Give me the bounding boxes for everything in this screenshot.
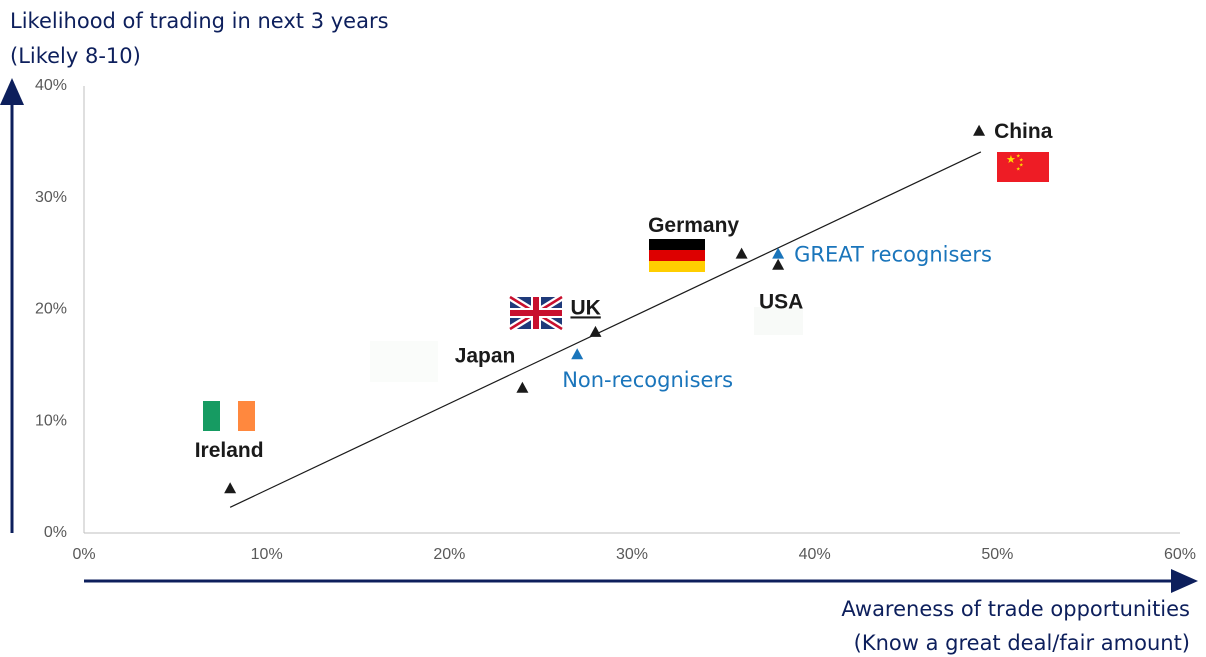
y-tick-label: 0% bbox=[44, 524, 67, 541]
point bbox=[772, 258, 785, 270]
x-tick-label: 60% bbox=[1164, 546, 1196, 563]
point-label: Non-recognisers bbox=[562, 368, 733, 392]
y-axis-title: (Likely 8-10) bbox=[10, 44, 141, 68]
point bbox=[973, 124, 986, 136]
x-tick-label: 40% bbox=[799, 546, 831, 563]
y-tick-label: 10% bbox=[35, 412, 67, 429]
point-label: Japan bbox=[455, 344, 516, 367]
point bbox=[224, 482, 237, 494]
svg-text:★: ★ bbox=[1016, 153, 1021, 159]
svg-text:★: ★ bbox=[1016, 166, 1021, 172]
x-tick-label: 10% bbox=[251, 546, 283, 563]
point-label: GREAT recognisers bbox=[794, 243, 992, 267]
point bbox=[589, 325, 602, 337]
flag-uk bbox=[508, 294, 564, 332]
x-tick-label: 30% bbox=[616, 546, 648, 563]
x-tick-label: 0% bbox=[72, 546, 95, 563]
point-label: USA bbox=[759, 290, 803, 313]
x-tick-label: 20% bbox=[433, 546, 465, 563]
flag-china: ★ ★★ ★★ bbox=[997, 152, 1049, 182]
x-axis-title: (Know a great deal/fair amount) bbox=[854, 631, 1190, 655]
svg-text:★: ★ bbox=[1019, 157, 1024, 163]
svg-text:★: ★ bbox=[1019, 162, 1024, 168]
x-axis-title: Awareness of trade opportunities bbox=[841, 597, 1190, 621]
flag-japan bbox=[370, 341, 438, 382]
point bbox=[735, 247, 748, 259]
point bbox=[772, 247, 785, 259]
point-label: UK bbox=[570, 296, 600, 319]
point-label: Ireland bbox=[195, 439, 264, 462]
flag-ireland bbox=[203, 401, 255, 431]
point-label: Germany bbox=[648, 214, 739, 237]
trendline bbox=[229, 151, 982, 508]
y-axis-title: Likelihood of trading in next 3 years bbox=[10, 9, 389, 33]
y-tick-label: 40% bbox=[35, 77, 67, 94]
y-tick-label: 30% bbox=[35, 189, 67, 206]
point-label: China bbox=[994, 120, 1053, 143]
flag-germany bbox=[649, 239, 705, 272]
point bbox=[516, 381, 529, 393]
point bbox=[571, 348, 584, 360]
svg-text:★: ★ bbox=[1006, 154, 1016, 166]
x-tick-label: 50% bbox=[981, 546, 1013, 563]
y-tick-label: 20% bbox=[35, 301, 67, 318]
flag-usa bbox=[754, 307, 803, 335]
